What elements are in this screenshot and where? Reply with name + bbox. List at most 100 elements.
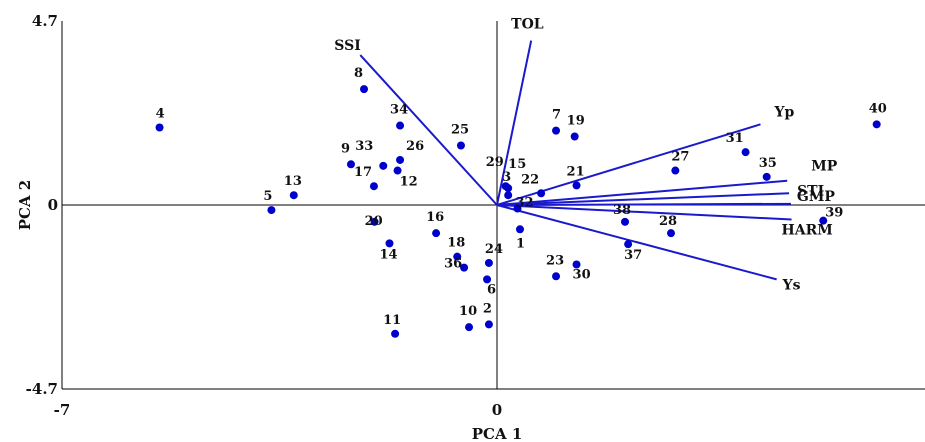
vector-tol	[496, 40, 533, 206]
point-label-32: 32	[516, 196, 534, 211]
point-33	[379, 161, 388, 170]
y-tick-label: 4.7	[32, 12, 58, 30]
point-label-6: 6	[487, 282, 496, 297]
point-label-16: 16	[426, 210, 444, 225]
point-label-19: 19	[567, 113, 585, 128]
point-9	[346, 160, 355, 169]
vector-ys	[496, 204, 777, 281]
score-points	[155, 85, 881, 338]
point-7	[552, 126, 561, 135]
point-label-3: 3	[502, 170, 511, 185]
point-label-17: 17	[354, 165, 372, 180]
vector-harm	[496, 204, 792, 221]
point-label-34: 34	[390, 103, 408, 118]
point-38	[621, 217, 630, 226]
point-31	[741, 148, 750, 157]
point-21	[572, 181, 581, 190]
point-label-25: 25	[451, 122, 469, 137]
point-17	[369, 182, 378, 191]
point-16	[432, 229, 441, 238]
vector-label-gmp: GMP	[797, 189, 835, 205]
vector-label-harm: HARM	[782, 222, 833, 238]
y-axis-title: PCA 2	[16, 180, 34, 231]
point-34	[396, 121, 405, 130]
point-label-40: 40	[869, 101, 887, 116]
point-label-36: 36	[444, 257, 462, 272]
point-label-4: 4	[156, 106, 165, 121]
y-tick-label: 0	[48, 196, 58, 214]
point-label-2: 2	[483, 301, 492, 316]
point-label-27: 27	[671, 150, 689, 165]
point-label-21: 21	[567, 164, 585, 179]
x-axis-title: PCA 1	[472, 425, 523, 442]
point-label-20: 20	[365, 214, 383, 229]
point-label-1: 1	[516, 236, 525, 251]
point-19	[570, 132, 579, 141]
point-label-10: 10	[459, 304, 477, 319]
point-32	[513, 204, 522, 213]
point-22	[537, 189, 546, 198]
point-label-13: 13	[284, 174, 302, 189]
loading-vectors	[359, 40, 792, 281]
point-8	[360, 85, 369, 94]
point-label-38: 38	[613, 203, 631, 218]
point-26	[396, 155, 405, 164]
vector-label-ssi: SSI	[334, 38, 360, 54]
point-13	[289, 191, 298, 200]
vector-gmp	[496, 202, 791, 206]
y-tick-label: -4.7	[26, 380, 58, 398]
point-3	[504, 191, 513, 200]
point-label-26: 26	[406, 139, 424, 154]
point-23	[552, 272, 561, 281]
point-5	[267, 206, 276, 215]
point-label-37: 37	[624, 248, 642, 263]
point-40	[872, 120, 881, 129]
point-12	[393, 166, 402, 175]
vector-label-mp: MP	[811, 159, 837, 175]
point-18	[453, 252, 462, 261]
point-label-9: 9	[341, 141, 350, 156]
point-29	[501, 182, 510, 191]
point-39	[819, 216, 828, 225]
vector-mp	[496, 179, 788, 206]
vector-ssi	[359, 54, 498, 206]
point-label-31: 31	[726, 131, 744, 146]
point-11	[391, 329, 400, 338]
point-label-39: 39	[825, 206, 843, 221]
point-1	[515, 225, 524, 234]
point-label-28: 28	[659, 214, 677, 229]
point-14	[385, 239, 394, 248]
point-label-8: 8	[354, 66, 363, 81]
point-36	[460, 263, 469, 272]
point-label-14: 14	[379, 247, 397, 262]
point-24	[484, 258, 493, 267]
point-label-15: 15	[508, 157, 526, 172]
point-label-33: 33	[355, 139, 373, 154]
point-20	[370, 217, 379, 226]
point-35	[762, 172, 771, 181]
point-label-18: 18	[447, 236, 465, 251]
vector-label-tol: TOL	[511, 17, 544, 33]
point-label-7: 7	[552, 108, 561, 123]
point-6	[483, 275, 492, 284]
point-label-24: 24	[485, 242, 503, 257]
point-27	[671, 166, 680, 175]
point-label-29: 29	[486, 155, 504, 170]
point-28	[667, 229, 675, 238]
vector-label-sti: STI	[797, 183, 824, 199]
vector-yp	[496, 123, 761, 206]
vector-label-ys: Ys	[782, 277, 801, 293]
point-label-23: 23	[546, 253, 564, 268]
point-label-35: 35	[759, 156, 777, 171]
vector-sti	[496, 192, 790, 206]
vector-label-yp: Yp	[773, 104, 794, 120]
point-label-30: 30	[573, 268, 591, 283]
labels: SSITOLYpMPSTIGMPHARMYs123456789101112131…	[156, 17, 887, 328]
point-2	[484, 320, 493, 329]
point-37	[624, 240, 633, 249]
point-label-5: 5	[263, 189, 272, 204]
point-10	[465, 323, 474, 332]
point-4	[155, 123, 164, 132]
point-30	[572, 260, 581, 269]
